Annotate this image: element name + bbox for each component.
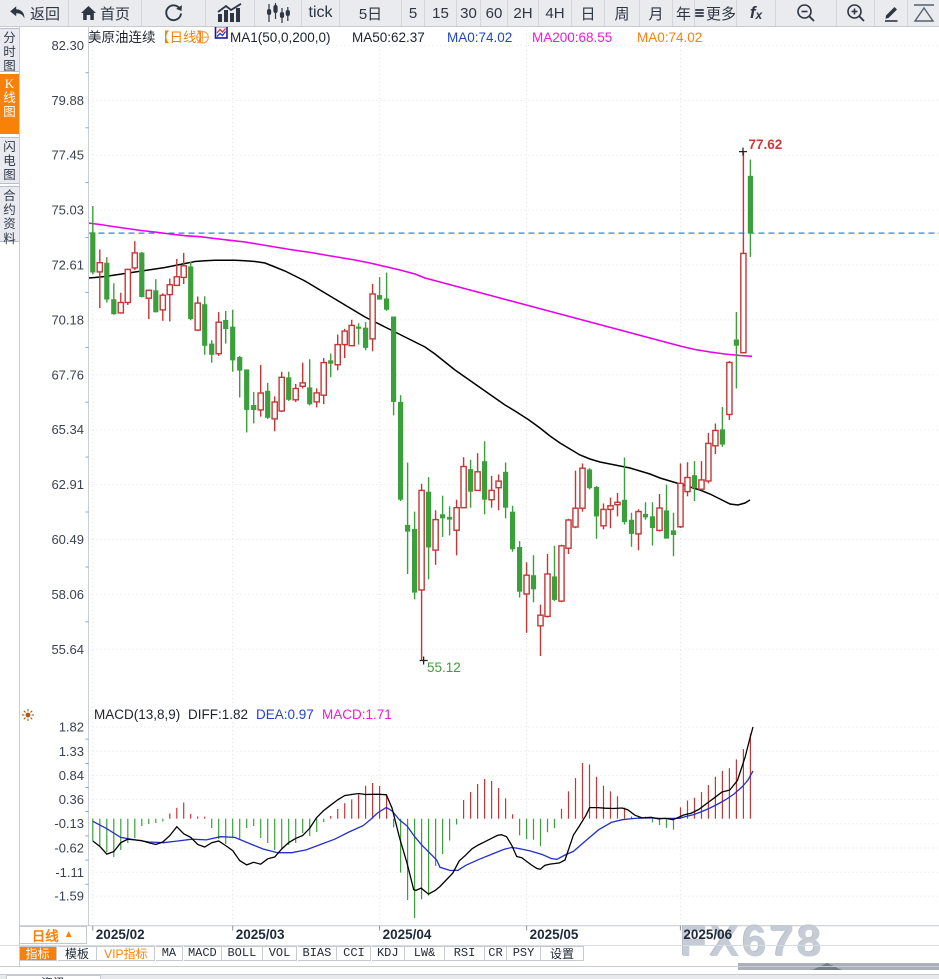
svg-text:0.84: 0.84 (59, 768, 84, 783)
svg-text:-0.62: -0.62 (54, 841, 84, 856)
svg-text:55.64: 55.64 (51, 642, 84, 657)
svg-text:美原油连续: 美原油连续 (88, 30, 156, 45)
svg-text:1.82: 1.82 (59, 720, 84, 735)
svg-text:60.49: 60.49 (51, 532, 84, 547)
svg-text:2025/03: 2025/03 (236, 927, 285, 942)
svg-text:65.34: 65.34 (51, 422, 84, 437)
svg-text:【日线】: 【日线】 (156, 30, 210, 45)
svg-text:2025/05: 2025/05 (530, 927, 579, 942)
svg-text:MA0:74.02: MA0:74.02 (447, 30, 512, 45)
svg-text:72.61: 72.61 (51, 258, 84, 273)
svg-text:82.30: 82.30 (51, 38, 84, 53)
svg-text:DEA:0.97: DEA:0.97 (256, 707, 314, 722)
svg-text:-1.59: -1.59 (54, 889, 84, 904)
svg-text:MACD(13,8,9): MACD(13,8,9) (94, 707, 180, 722)
svg-text:75.03: 75.03 (51, 203, 84, 218)
svg-text:0.36: 0.36 (59, 792, 84, 807)
svg-text:2025/06: 2025/06 (683, 927, 732, 942)
svg-text:55.12: 55.12 (427, 660, 461, 675)
svg-text:77.45: 77.45 (51, 148, 84, 163)
svg-text:MA200:68.55: MA200:68.55 (532, 30, 612, 45)
svg-text:62.91: 62.91 (51, 477, 84, 492)
svg-text:MACD:1.71: MACD:1.71 (322, 707, 392, 722)
svg-text:-1.11: -1.11 (55, 865, 84, 880)
svg-text:77.62: 77.62 (749, 137, 783, 152)
svg-text:58.06: 58.06 (51, 587, 84, 602)
svg-text:MA0:74.02: MA0:74.02 (637, 30, 702, 45)
svg-text:2025/02: 2025/02 (96, 927, 145, 942)
svg-text:2025/04: 2025/04 (383, 927, 432, 942)
svg-text:67.76: 67.76 (51, 367, 84, 382)
svg-text:70.18: 70.18 (51, 312, 84, 327)
svg-text:-0.13: -0.13 (54, 816, 84, 831)
svg-text:MA50:62.37: MA50:62.37 (352, 30, 425, 45)
svg-text:1.33: 1.33 (59, 744, 84, 759)
svg-text:DIFF:1.82: DIFF:1.82 (188, 707, 248, 722)
svg-text:MA1(50,0,200,0): MA1(50,0,200,0) (230, 30, 331, 45)
svg-text:79.88: 79.88 (51, 93, 84, 108)
